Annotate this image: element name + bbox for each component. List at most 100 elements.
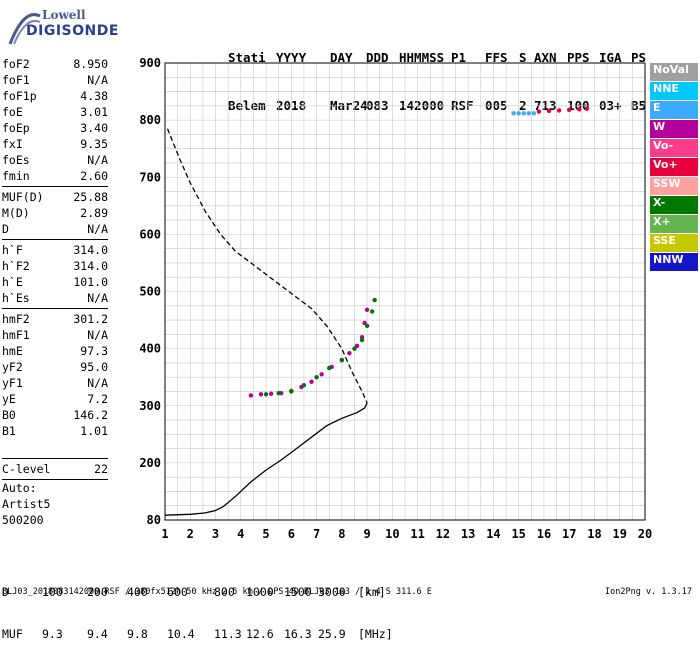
echo-point	[352, 346, 357, 351]
param-key: foF1p	[2, 89, 37, 103]
param-row: hmF2 301.2	[2, 311, 108, 327]
header-label: YYYY	[276, 50, 307, 65]
header-value: 713	[534, 98, 557, 113]
param-row: hmF1 N/A	[2, 327, 108, 343]
muf-distance-cell: 1500	[284, 585, 312, 599]
param-row: foF2 8.950	[2, 56, 108, 72]
param-value: 97.3	[80, 344, 108, 358]
param-key: MUF(D)	[2, 190, 44, 204]
param-value: 8.950	[73, 57, 108, 71]
legend-entry: Vo-	[650, 139, 698, 157]
y-tick-label: 400	[139, 342, 161, 356]
param-key: hmF1	[2, 328, 30, 342]
echo-point	[364, 307, 370, 312]
x-tick-label: 17	[562, 527, 576, 541]
param-row: h`F2 314.0	[2, 258, 108, 274]
param-value: 25.88	[73, 190, 108, 204]
x-tick-label: 16	[537, 527, 551, 541]
header-label: P1	[451, 50, 467, 65]
muf-distance-cell: 400	[127, 585, 148, 599]
echo-point	[536, 109, 542, 114]
profile-line	[164, 402, 368, 516]
header-value: Belem	[228, 98, 266, 113]
y-tick-label: 600	[139, 227, 161, 241]
param-row: foE 3.01	[2, 104, 108, 120]
header-value: Mar24	[330, 98, 368, 113]
echo-point	[276, 390, 281, 396]
param-key: yF1	[2, 376, 23, 390]
echo-point	[556, 108, 562, 113]
header-label: FFS	[485, 50, 508, 65]
polarization-legend: NoVal NNE E W Vo- Vo+ SSW X- X+ SSE NNW	[650, 63, 698, 272]
header-value: 100	[567, 98, 590, 113]
x-tick-label: 10	[385, 527, 399, 541]
param-key: fmin	[2, 169, 30, 183]
muf-frequency-cell: [MHz]	[358, 627, 393, 641]
muf-distance-cell: [km]	[358, 585, 386, 599]
separator	[2, 239, 108, 240]
param-value: 3.40	[80, 121, 108, 135]
echo-point	[577, 107, 582, 112]
param-key: M(D)	[2, 206, 30, 220]
x-tick-label: 4	[237, 527, 244, 541]
muf-frequency-cell: 9.4	[87, 627, 108, 641]
x-tick-label: 8	[338, 527, 345, 541]
x-tick-label: 15	[511, 527, 525, 541]
echo-point	[369, 309, 375, 314]
param-key: fxI	[2, 137, 23, 151]
legend-entry: NNW	[650, 253, 698, 271]
digisonde-logo: Lowell DIGISONDE	[4, 6, 154, 50]
header-value: 2	[519, 98, 527, 113]
artist-version: 500200	[2, 513, 44, 527]
x-tick-label: 2	[187, 527, 194, 541]
param-key: foF2	[2, 57, 30, 71]
legend-entry: Vo+	[650, 158, 698, 176]
header-value: 03+	[599, 98, 622, 113]
echo-point	[531, 111, 537, 116]
echo-point	[347, 350, 352, 356]
header-value: B5	[631, 98, 647, 113]
muf-frequency-cell: MUF	[2, 627, 23, 641]
echo-point	[268, 391, 274, 396]
echo-point	[248, 393, 254, 398]
param-value: 7.2	[87, 392, 108, 406]
x-tick-label: 6	[288, 527, 295, 541]
y-tick-label: 80	[147, 513, 161, 527]
legend-entry: W	[650, 120, 698, 138]
x-tick-label: 19	[613, 527, 627, 541]
muf-table: D 100 200 400 600 800 1000 1500 3000 [km] MUF 9.3 9…	[2, 557, 422, 655]
echo-point	[314, 374, 319, 380]
echo-point	[521, 111, 526, 116]
muf-frequency-cell: 10.4	[167, 627, 195, 641]
param-value: 146.2	[73, 408, 108, 422]
header-label: IGA	[599, 50, 622, 65]
header-label: PS	[631, 50, 647, 65]
y-tick-label: 200	[139, 456, 161, 470]
param-value: N/A	[87, 328, 108, 342]
echo-point	[511, 111, 516, 116]
legend-entry: SSE	[650, 234, 698, 252]
param-row: foEp 3.40	[2, 120, 108, 136]
param-row: fxI 9.35	[2, 136, 108, 152]
param-row: MUF(D) 25.88	[2, 189, 108, 205]
x-tick-label: 14	[486, 527, 500, 541]
echo-point	[567, 107, 572, 113]
legend-entry: SSW	[650, 177, 698, 195]
x-tick-label: 3	[212, 527, 219, 541]
ionogram-chart: 1 2 3 4 5 6 7 8 9 10 11 12 13 14 15 16 17 18 19 20802003004…	[139, 56, 652, 541]
y-tick-label: 900	[139, 56, 161, 70]
echo-point	[584, 106, 590, 111]
param-row: B1 1.01	[2, 423, 108, 439]
header-value: 083	[366, 98, 389, 113]
param-value: 101.0	[73, 275, 108, 289]
param-value: 314.0	[73, 259, 108, 273]
param-value: 301.2	[73, 312, 108, 326]
param-row: h`Es N/A	[2, 290, 108, 306]
echo-point	[327, 365, 332, 371]
param-value: 95.0	[80, 360, 108, 374]
x-tick-label: 13	[461, 527, 475, 541]
x-tick-label: 18	[587, 527, 601, 541]
header-label: S	[519, 50, 527, 65]
param-value: 314.0	[73, 243, 108, 257]
param-value: 22	[94, 462, 108, 476]
